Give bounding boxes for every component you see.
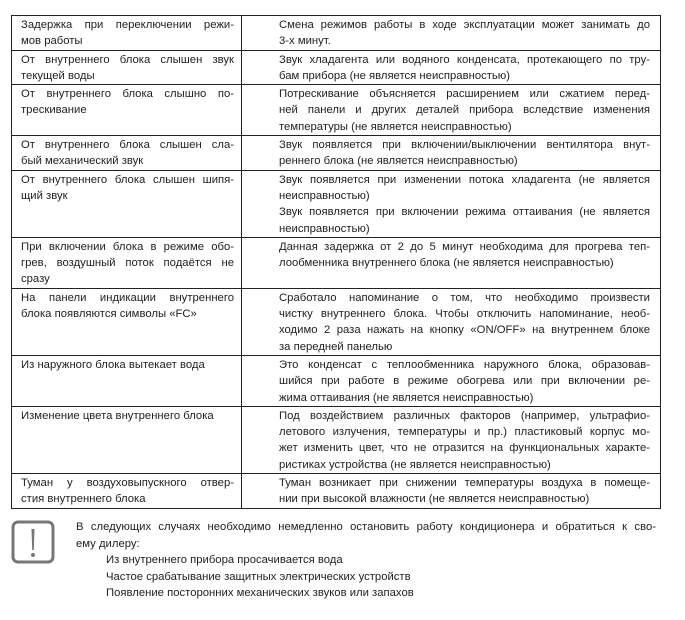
warning-list-item: Частое срабатывание защитных электрическ…: [106, 570, 411, 583]
text-line: Туман у воздуховыпускного отвер-: [21, 477, 234, 490]
warning-note: В следующих случаях необходимо немедленн…: [76, 519, 656, 602]
text-line: 3-х минут.: [279, 35, 331, 48]
cause-cell: Смена режимов работы в ходе эксплуатации…: [241, 15, 661, 51]
warning-intro-line: ему дилеру:: [76, 537, 140, 550]
table-row: Задержка при переключении режи-мов работ…: [11, 15, 661, 51]
text-line: неисправностью): [279, 222, 370, 235]
text-line: На панели индикации внутреннего: [21, 291, 234, 304]
text-line: От внутреннего блока слышен сла-: [21, 139, 234, 152]
text-line: чистку внутреннего блока. Чтобы отключит…: [279, 308, 650, 321]
text-line: Данная задержка от 2 до 5 минут необходи…: [279, 240, 650, 253]
problem-cell: При включении блока в режиме обо-грев, в…: [11, 236, 242, 289]
problem-cell: Задержка при переключении режи-мов работ…: [11, 15, 242, 51]
text-line: трескивание: [21, 104, 87, 117]
problem-cell: От внутреннего блока слышен сла-бый меха…: [11, 135, 242, 171]
text-line: шийся при работе в режиме обогрева или п…: [279, 375, 650, 388]
text-line: неисправностью): [279, 189, 370, 202]
exclamation-icon: [11, 520, 55, 564]
text-line: ней панели и других деталей прибора всле…: [279, 104, 650, 117]
text-line: лообменника внутреннего блока (не являет…: [279, 257, 614, 270]
warning-list: Из внутреннего прибора просачивается вод…: [76, 552, 656, 602]
text-line: Звук появляется при изменении потока хла…: [279, 173, 650, 186]
text-line: Сработало напоминание о том, что необход…: [279, 291, 650, 304]
text-line: нии при высокой влажности (не является н…: [279, 493, 590, 506]
table-row: От внутреннего блока слышен шипя-щий зву…: [11, 169, 661, 238]
text-line: От внутреннего блока слышно по-: [21, 88, 234, 101]
text-line: При включении блока в режиме обо-: [21, 240, 234, 253]
text-line: жима оттаивания (не является неисправнос…: [279, 391, 534, 404]
text-line: Под воздействием различных факторов (нап…: [279, 409, 650, 422]
warning-list-item: Из внутреннего прибора просачивается вод…: [106, 554, 343, 566]
text-line: бый механический звук: [21, 155, 144, 168]
text-line: От внутреннего блока слышен шипя-: [21, 173, 234, 186]
problem-cell: От внутреннего блока слышен звук текущей …: [11, 49, 242, 86]
text-line: щий звук: [21, 189, 68, 202]
text-line: ходимо 2 раза нажать на кнопку «ON/OFF» …: [279, 324, 650, 337]
text-line: Изменение цвета внутреннего блока: [21, 409, 214, 422]
text-line: Туман возникает при снижении температуры…: [279, 477, 650, 490]
text-line: грев, воздушный поток подаётся не: [21, 257, 234, 270]
troubleshooting-table: Задержка при переключении режи-мов работ…: [11, 15, 661, 509]
cause-cell: Звук появляется при включении/выключении…: [241, 135, 661, 171]
cause-cell: Под воздействием различных факторов (нап…: [241, 405, 661, 475]
text-line: Это конденсат с теплообменника наружного…: [279, 358, 650, 371]
text-line: текущей воды: [21, 69, 95, 82]
cause-cell: Это конденсат с теплообменника наружного…: [241, 354, 661, 407]
table-row: От внутреннего блока слышен звук текущей …: [11, 49, 661, 86]
problem-cell: От внутреннего блока слышен шипя-щий зву…: [11, 169, 242, 238]
text-line: мов работы: [21, 35, 83, 48]
problem-cell: Изменение цвета внутреннего блока: [11, 405, 242, 475]
problem-cell: Туман у воздуховыпускного отвер-стия вну…: [11, 473, 242, 509]
text-line: жет изменить цвет, что не отразится на ф…: [279, 442, 650, 455]
text-line: Звук появляется при включении режима отт…: [279, 206, 650, 219]
table-row: От внутреннего блока слышен сла-бый меха…: [11, 135, 661, 171]
table-row: На панели индикации внутреннего блока поя…: [11, 287, 661, 356]
text-line: От внутреннего блока слышен звук: [21, 53, 234, 66]
text-line: Звук появляется при включении/выключении…: [279, 139, 650, 152]
warning-intro-line: В следующих случаях необходимо немедленн…: [76, 521, 656, 533]
cause-cell: Потрескивание объясняется расширением ил…: [241, 84, 661, 137]
table-row: Изменение цвета внутреннего блока Под воз…: [11, 405, 661, 475]
problem-cell: Из наружного блока вытекает вода: [11, 354, 242, 407]
text-line: летового излучения, температуры и пр.) п…: [279, 426, 650, 439]
table-row: Туман у воздуховыпускного отвер-стия вну…: [11, 473, 661, 509]
text-line: бам прибора (не является неисправностью): [279, 69, 511, 82]
text-line: стия внутреннего блока: [21, 493, 146, 506]
cause-cell: Сработало напоминание о том, что необход…: [241, 287, 661, 356]
problem-cell: На панели индикации внутреннего блока поя…: [11, 287, 242, 356]
text-line: Из наружного блока вытекает вода: [21, 358, 205, 371]
text-line: Задержка при переключении режи-: [21, 19, 234, 31]
cause-cell: Туман возникает при снижении температуры…: [241, 473, 661, 509]
text-line: Смена режимов работы в ходе эксплуатации…: [279, 19, 650, 31]
text-line: сразу: [21, 273, 50, 286]
cause-cell: Звук появляется при изменении потока хла…: [241, 169, 661, 238]
problem-cell: От внутреннего блока слышно по-трескиван…: [11, 84, 242, 137]
table-row: Из наружного блока вытекает вода Это конд…: [11, 354, 661, 407]
cause-cell: Звук хладагента или водяного конденсата,…: [241, 49, 661, 86]
text-line: Потрескивание объясняется расширением ил…: [279, 88, 650, 101]
warning-list-item: Появление посторонних механических звуко…: [106, 587, 414, 599]
text-line: Звук хладагента или водяного конденсата,…: [279, 53, 650, 66]
text-line: блока появляются символы «FC»: [21, 308, 197, 321]
text-line: ристиках устройства (не является неиспра…: [279, 458, 551, 471]
table-row: При включении блока в режиме обо-грев, в…: [11, 236, 661, 289]
text-line: температуры (не является неисправностью): [279, 120, 512, 133]
text-line: реннего блока (не является неисправность…: [279, 155, 518, 168]
table-row: От внутреннего блока слышно по-трескиван…: [11, 84, 661, 137]
text-line: за передней панелью: [279, 340, 393, 353]
cause-cell: Данная задержка от 2 до 5 минут необходи…: [241, 236, 661, 289]
